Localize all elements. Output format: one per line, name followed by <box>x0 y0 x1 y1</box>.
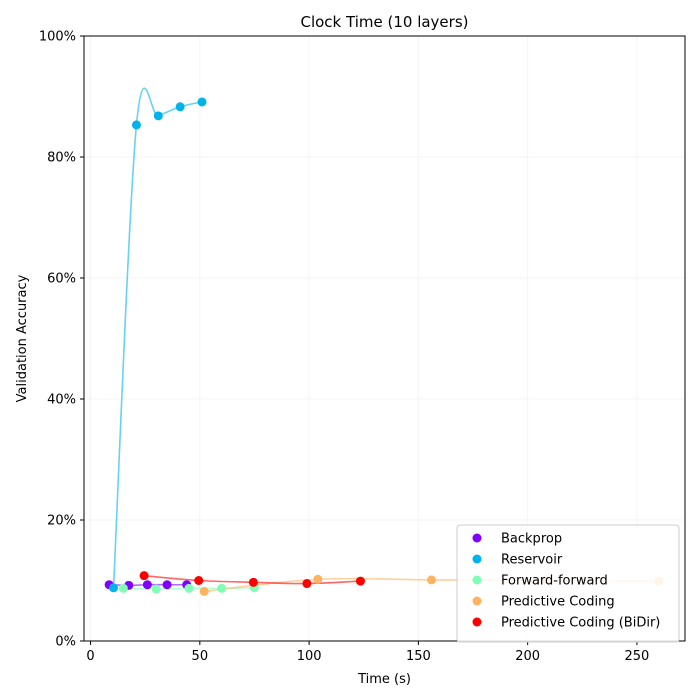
x-tick-label: 100 <box>297 649 322 664</box>
x-tick-label: 200 <box>515 649 540 664</box>
data-point-forward-forward <box>184 583 194 593</box>
data-point-predictive-coding <box>426 575 436 585</box>
data-point-predictive-coding-bidir <box>355 576 365 586</box>
axis-ticks: 0 50 100 150 200 250 0% 20% 40% 60% 80% 100% <box>39 30 650 665</box>
legend-box <box>456 524 680 643</box>
data-point-forward-forward <box>217 583 227 593</box>
chart-title: Clock Time (10 layers) <box>300 13 468 31</box>
x-tick-label: 150 <box>406 649 431 664</box>
y-axis-label: Validation Accuracy <box>15 274 30 402</box>
data-point-backprop <box>162 580 172 590</box>
data-point-reservoir <box>197 97 207 107</box>
data-point-reservoir <box>153 111 163 121</box>
legend-label: Predictive Coding (BiDir) <box>501 616 660 631</box>
x-axis-label: Time (s) <box>357 672 411 687</box>
y-tick-label: 60% <box>47 272 76 287</box>
data-point-reservoir <box>109 583 119 593</box>
data-point-predictive-coding-bidir <box>248 577 258 587</box>
legend-marker <box>472 617 482 627</box>
legend-marker <box>472 596 482 606</box>
legend-label: Backprop <box>501 532 562 547</box>
grid <box>84 35 685 642</box>
data-point-predictive-coding <box>313 574 323 584</box>
x-tick-label: 50 <box>192 649 209 664</box>
legend-marker <box>472 533 482 543</box>
data-point-reservoir <box>131 120 141 130</box>
y-tick-label: 80% <box>47 151 76 166</box>
data-point-forward-forward <box>118 583 128 593</box>
y-tick-label: 100% <box>39 30 76 45</box>
data-point-forward-forward <box>151 584 161 594</box>
y-tick-label: 20% <box>47 514 76 529</box>
legend-label: Reservoir <box>501 553 563 568</box>
legend: Backprop Reservoir Forward-forward Predicti… <box>456 524 680 643</box>
plot-frame <box>83 35 686 642</box>
legend-label: Forward-forward <box>501 574 608 589</box>
legend-marker <box>472 554 482 564</box>
data-point-backprop <box>142 580 152 590</box>
data-point-reservoir <box>175 102 185 112</box>
y-tick-label: 40% <box>47 393 76 408</box>
data-point-predictive-coding-bidir <box>302 579 312 589</box>
data-point-predictive-coding-bidir <box>194 576 204 585</box>
data-point-predictive-coding-bidir <box>139 571 149 581</box>
legend-marker <box>472 575 482 585</box>
legend-label: Predictive Coding <box>501 595 615 610</box>
data-point-predictive-coding <box>199 586 209 596</box>
x-tick-label: 250 <box>625 649 650 664</box>
x-tick-label: 0 <box>86 649 94 664</box>
y-tick-label: 0% <box>55 635 76 650</box>
